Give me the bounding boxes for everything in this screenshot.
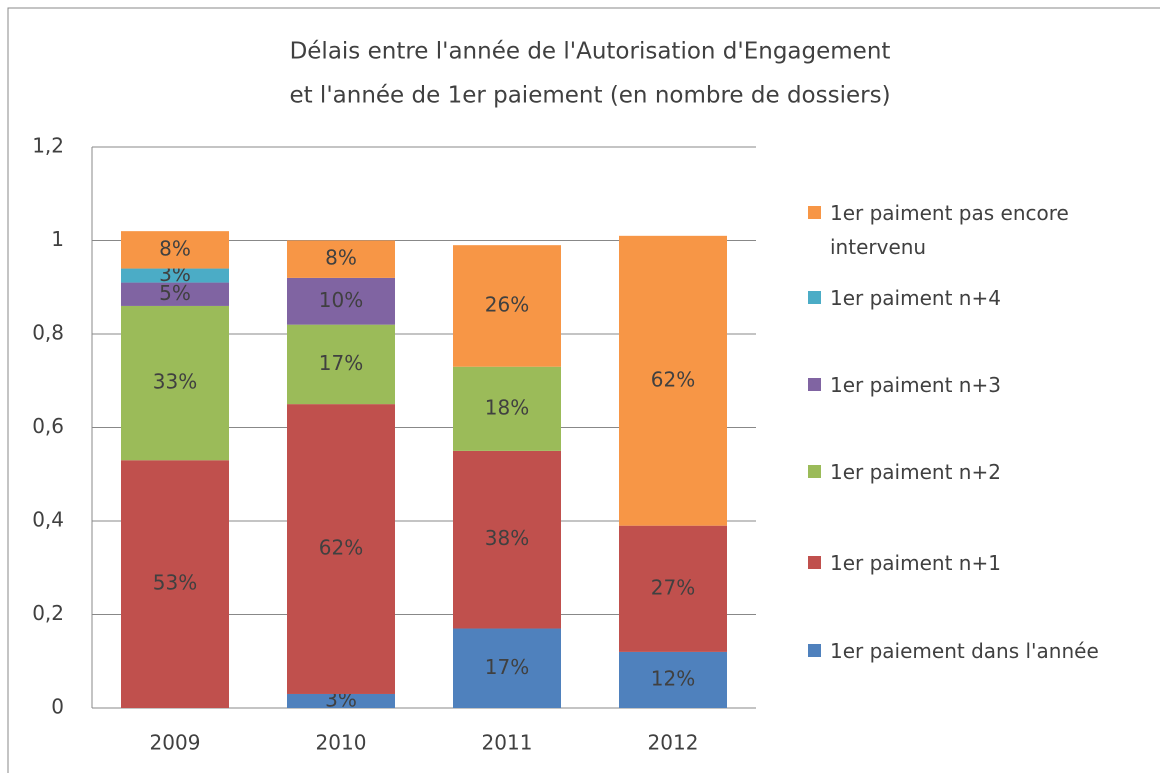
legend-label: 1er paiment pas encore intervenu bbox=[830, 201, 1069, 259]
bar-segment bbox=[619, 525, 727, 652]
x-tick-label: 2009 bbox=[150, 731, 201, 755]
bar-segment bbox=[453, 245, 561, 367]
y-tick-label: 0,6 bbox=[32, 414, 64, 438]
legend-swatch bbox=[808, 378, 821, 391]
legend-item: 1er paiment n+2 bbox=[808, 455, 1138, 489]
x-tick-label: 2010 bbox=[316, 731, 367, 755]
bar-segment bbox=[619, 651, 727, 708]
legend-item: 1er paiment n+3 bbox=[808, 368, 1138, 402]
bar-segment bbox=[287, 693, 395, 708]
bar-segment bbox=[121, 282, 229, 306]
data-label: 62% bbox=[319, 536, 363, 560]
x-tick-label: 2011 bbox=[482, 731, 533, 755]
frame bbox=[7, 7, 1160, 773]
data-label: 17% bbox=[319, 351, 363, 375]
data-label: 17% bbox=[485, 655, 529, 679]
y-tick-label: 1,2 bbox=[32, 134, 64, 158]
chart-title: et l'année de 1er paiement (en nombre de… bbox=[289, 83, 890, 109]
bar-segment bbox=[121, 268, 229, 283]
y-tick-label: 0,2 bbox=[32, 601, 64, 625]
data-label: 53% bbox=[153, 571, 197, 595]
data-label: 18% bbox=[485, 395, 529, 419]
data-label: 27% bbox=[651, 575, 695, 599]
data-label: 26% bbox=[485, 292, 529, 316]
bar-segment bbox=[287, 324, 395, 405]
legend-item: 1er paiment pas encore intervenu bbox=[808, 196, 1138, 264]
data-label: 5% bbox=[159, 281, 191, 305]
chart-title: Délais entre l'année de l'Autorisation d… bbox=[290, 39, 891, 65]
bar-segment bbox=[453, 366, 561, 451]
legend-label: 1er paiement dans l'année bbox=[830, 639, 1099, 663]
legend-item: 1er paiement dans l'année bbox=[808, 634, 1138, 668]
legend-swatch bbox=[808, 644, 821, 657]
data-label: 8% bbox=[159, 236, 191, 260]
data-label: 8% bbox=[325, 246, 357, 270]
bar-segment bbox=[619, 235, 727, 526]
data-label: 33% bbox=[153, 370, 197, 394]
y-tick-label: 0,4 bbox=[32, 508, 64, 532]
legend-swatch bbox=[808, 206, 821, 219]
data-label: 62% bbox=[651, 367, 695, 391]
y-tick-label: 0 bbox=[51, 695, 64, 719]
legend-label: 1er paiment n+3 bbox=[830, 373, 1001, 397]
bar-segment bbox=[453, 628, 561, 708]
y-tick-label: 0,8 bbox=[32, 321, 64, 345]
bar-segment bbox=[121, 305, 229, 461]
bar-segment bbox=[121, 460, 229, 708]
legend-swatch bbox=[808, 291, 821, 304]
legend-swatch bbox=[808, 556, 821, 569]
legend-swatch bbox=[808, 465, 821, 478]
legend-label: 1er paiment n+2 bbox=[830, 460, 1001, 484]
legend-label: 1er paiment n+1 bbox=[830, 551, 1001, 575]
bar-segment bbox=[287, 240, 395, 278]
bar-segment bbox=[287, 404, 395, 694]
x-tick-label: 2012 bbox=[648, 731, 699, 755]
data-label: 12% bbox=[651, 666, 695, 690]
legend-item: 1er paiment n+1 bbox=[808, 546, 1138, 580]
bar-segment bbox=[121, 231, 229, 269]
legend-label: 1er paiment n+4 bbox=[830, 286, 1001, 310]
data-label: 10% bbox=[319, 288, 363, 312]
y-tick-label: 1 bbox=[51, 227, 64, 251]
legend-item: 1er paiment n+4 bbox=[808, 281, 1138, 315]
bar-segment bbox=[287, 277, 395, 325]
data-label: 38% bbox=[485, 526, 529, 550]
bar-segment bbox=[453, 450, 561, 629]
